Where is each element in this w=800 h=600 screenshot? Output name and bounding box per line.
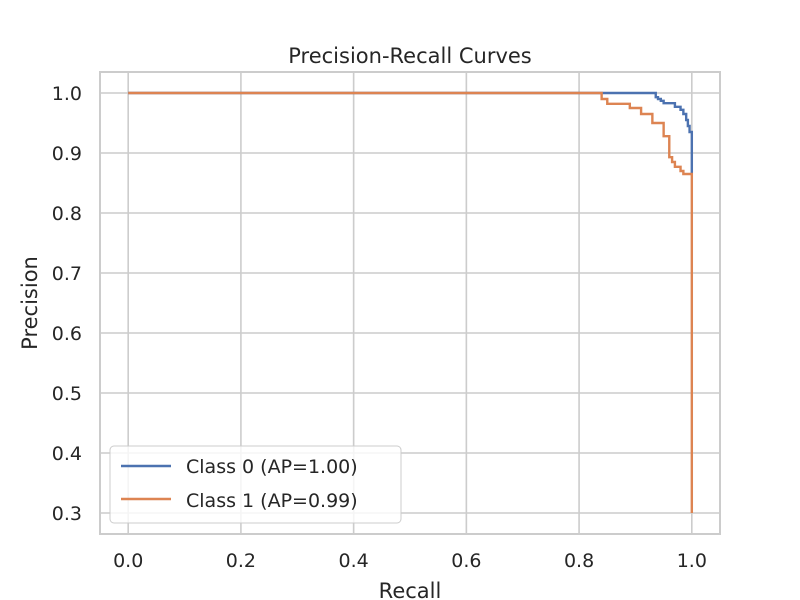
y-tick-label: 0.7 [52,263,82,285]
x-tick-label: 0.8 [564,550,594,572]
y-tick-label: 1.0 [52,83,82,105]
x-tick-label: 0.6 [451,550,481,572]
y-tick-label: 0.3 [52,503,82,525]
y-tick-label: 0.6 [52,323,82,345]
y-tick-label: 0.9 [52,143,82,165]
x-axis-label: Recall [379,579,442,600]
plot-frame [99,71,721,535]
series-lines [128,91,694,513]
y-tick-label: 0.5 [52,383,82,405]
legend: Class 0 (AP=1.00) Class 1 (AP=0.99) [109,445,402,524]
legend-box [109,445,402,524]
x-tick-label: 1.0 [677,550,707,572]
y-tick-label: 0.8 [52,203,82,225]
tick-labels: 0.0 0.2 0.4 0.6 0.8 1.0 0.3 0.4 0.5 0.6 0.7 0.8 0.9 1… [52,83,707,572]
series-line-class-1 [128,91,694,513]
series-line-class-0 [128,91,694,174]
y-axis-label: Precision [18,256,42,350]
x-tick-label: 0.2 [226,550,256,572]
x-tick-label: 0.4 [339,550,369,572]
y-tick-label: 0.4 [52,443,82,465]
legend-label-class-0: Class 0 (AP=1.00) [186,456,358,478]
legend-label-class-1: Class 1 (AP=0.99) [186,490,358,512]
chart-title: Precision-Recall Curves [288,44,532,68]
x-tick-label: 0.0 [113,550,143,572]
